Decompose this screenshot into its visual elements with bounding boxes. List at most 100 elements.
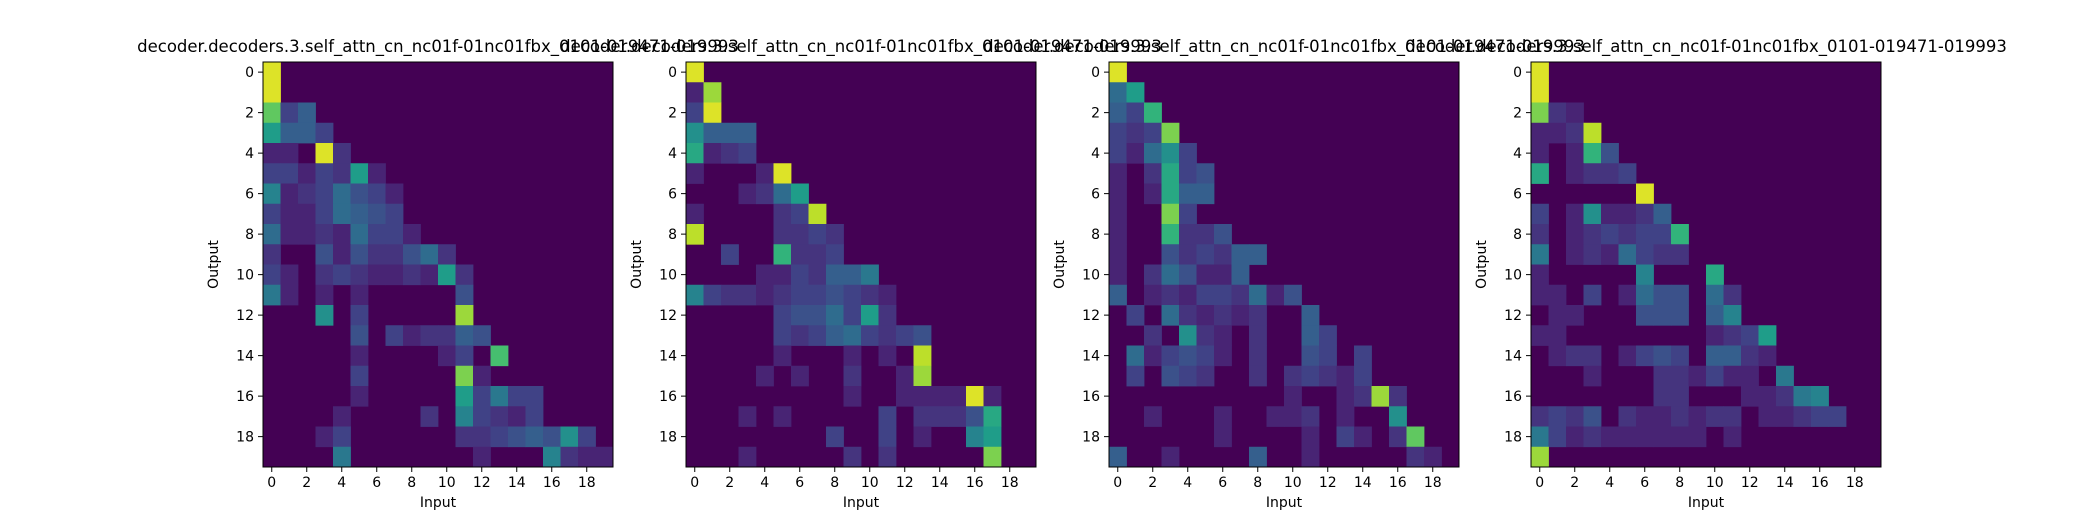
- heatmap-cell: [721, 284, 739, 306]
- heatmap-cell: [983, 386, 1002, 407]
- x-tick-label: 14: [1776, 475, 1794, 491]
- heatmap-cell: [280, 224, 299, 245]
- heatmap-cell: [1109, 143, 1127, 164]
- heatmap-cell: [808, 264, 827, 286]
- heatmap-cell: [263, 244, 281, 265]
- y-axis-label: Output: [206, 240, 222, 289]
- axes-frame: [1530, 61, 1882, 468]
- heatmap-cell: [913, 386, 932, 407]
- heatmap-cell: [1179, 224, 1197, 245]
- heatmap-cell: [385, 183, 404, 205]
- heatmap-cell: [756, 183, 774, 205]
- heatmap-cell: [403, 325, 421, 346]
- heatmap-cell: [1531, 122, 1549, 144]
- heatmap-cell: [1583, 406, 1602, 427]
- heatmap-cell: [1354, 426, 1372, 448]
- heatmap-cell: [1531, 325, 1549, 346]
- heatmap-cell: [298, 183, 316, 205]
- heatmap-cell: [1144, 122, 1162, 144]
- heatmap-cell: [1566, 406, 1584, 427]
- heatmap-cell: [1301, 305, 1320, 326]
- heatmap-cell: [455, 365, 474, 387]
- heatmap-cell: [896, 386, 914, 407]
- y-tick-label: 10: [236, 268, 254, 284]
- heatmap-cell: [350, 244, 369, 265]
- heatmap-cell: [315, 224, 334, 245]
- heatmap-cell: [686, 203, 704, 225]
- heatmap-cell: [1231, 305, 1250, 326]
- heatmap-cell: [738, 122, 757, 144]
- heatmap-cell: [686, 224, 704, 245]
- x-tick-label: 8: [1675, 475, 1684, 491]
- heatmap-cell: [721, 143, 739, 164]
- x-tick-label: 18: [1424, 475, 1442, 491]
- heatmap-cell: [1196, 345, 1215, 367]
- heatmap-cell: [1109, 82, 1127, 103]
- x-tick-label: 10: [1284, 475, 1302, 491]
- heatmap-cell: [1161, 183, 1180, 205]
- heatmap-cell: [1179, 365, 1197, 387]
- heatmap-cell: [350, 163, 369, 184]
- heatmap-cell: [525, 386, 544, 407]
- y-tick-label: 12: [1504, 308, 1522, 324]
- heatmap-cell: [315, 183, 334, 205]
- x-tick-label: 8: [830, 475, 839, 491]
- heatmap-cell: [1196, 305, 1215, 326]
- heatmap-cell: [1196, 284, 1215, 306]
- heatmap-cell: [1671, 386, 1689, 407]
- heatmap-cell: [703, 122, 722, 144]
- heatmap-cell: [1583, 345, 1602, 367]
- heatmap-cell: [703, 284, 722, 306]
- heatmap-cell: [773, 284, 792, 306]
- x-tick-label: 10: [1706, 475, 1724, 491]
- heatmap-cell: [1531, 244, 1549, 265]
- y-tick-label: 0: [1513, 65, 1522, 81]
- heatmap-cell: [1109, 224, 1127, 245]
- heatmap-cell: [808, 203, 827, 225]
- heatmap-cell: [1548, 426, 1567, 448]
- heatmap-cell: [1601, 426, 1619, 448]
- heatmap-cell: [525, 406, 544, 427]
- heatmap-cell: [1354, 345, 1372, 367]
- heatmap-cell: [1618, 224, 1637, 245]
- heatmap-cell: [1566, 102, 1584, 124]
- heatmap-cell: [333, 203, 351, 225]
- x-axis-label: Input: [420, 495, 457, 511]
- heatmap-cell: [791, 183, 809, 205]
- y-tick-label: 2: [668, 106, 677, 122]
- heatmap-cell: [1144, 143, 1162, 164]
- heatmap-cell: [1583, 244, 1602, 265]
- heatmap-cell: [721, 122, 739, 144]
- axes-frame: [1108, 61, 1460, 468]
- heatmap-cell: [1214, 305, 1232, 326]
- heatmap-cell: [1231, 284, 1250, 306]
- heatmap-cell: [1723, 365, 1742, 387]
- heatmap-cell: [1249, 365, 1267, 387]
- heatmap-cell: [773, 345, 792, 367]
- heatmap-cell: [543, 426, 561, 448]
- heatmap-cell: [1284, 284, 1302, 306]
- heatmap-cell: [843, 386, 862, 407]
- heatmap-cell: [913, 345, 932, 367]
- heatmap-cell: [1109, 284, 1127, 306]
- y-tick-label: 16: [659, 389, 677, 405]
- heatmap-cell: [1161, 345, 1180, 367]
- heatmap-cell: [1688, 426, 1707, 448]
- heatmap-cell: [1811, 386, 1829, 407]
- heatmap-cell: [263, 122, 281, 144]
- heatmap-cell: [263, 102, 281, 124]
- x-tick-label: 12: [896, 475, 914, 491]
- heatmap-cell: [298, 102, 316, 124]
- x-tick-label: 16: [966, 475, 984, 491]
- heatmap-cell: [913, 426, 932, 448]
- heatmap-cell: [1144, 406, 1162, 427]
- heatmap-cell: [808, 244, 827, 265]
- y-tick-label: 18: [236, 430, 254, 446]
- heatmap-cell: [1161, 163, 1180, 184]
- heatmap-cell: [808, 325, 827, 346]
- heatmap-cell: [1389, 386, 1407, 407]
- heatmap-cell: [350, 325, 369, 346]
- heatmap-cell: [1548, 406, 1567, 427]
- heatmap-cell: [315, 143, 334, 164]
- heatmap-cell: [1214, 345, 1232, 367]
